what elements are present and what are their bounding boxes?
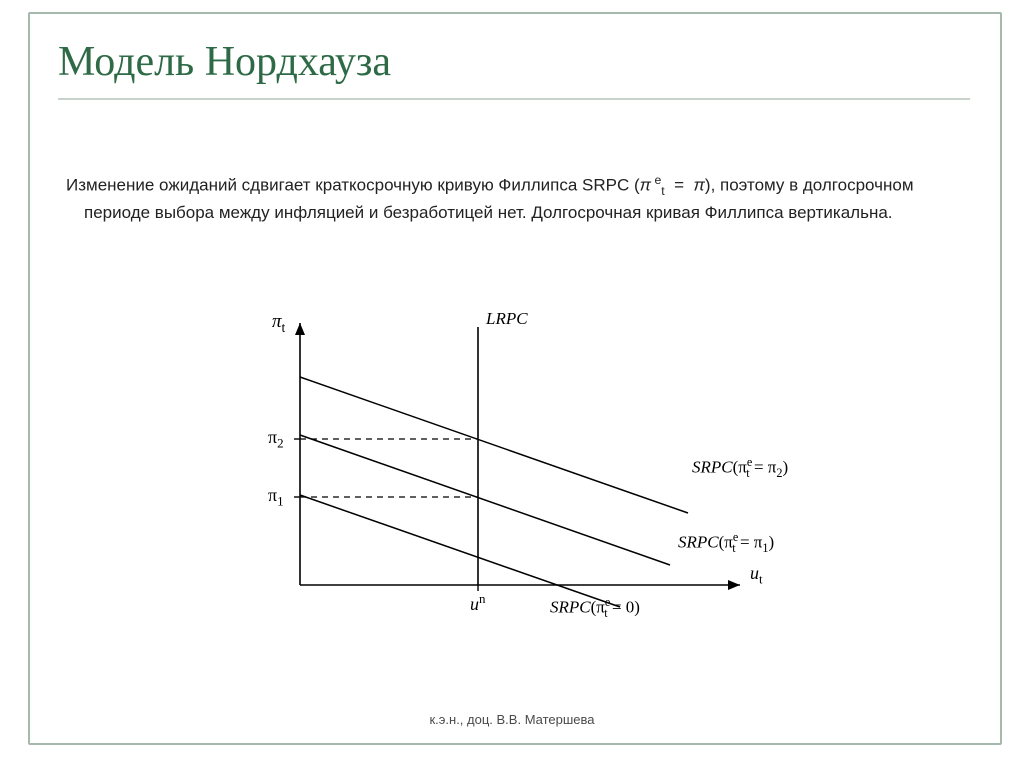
chart-label: π2 [268, 427, 284, 452]
chart-label: SRPC(πet = 0) [550, 595, 640, 621]
chart-label: SRPC(πet = π2) [692, 455, 788, 481]
phillips-curve-diagram: πt LRPC π2 π1 un ut SRPC(πet = π2) SRPC(πet = π… [230, 305, 830, 645]
chart-label: SRPC(πet = π1) [678, 530, 774, 556]
slide-title: Модель Нордхауза [58, 38, 391, 86]
body-paragraph: Изменение ожиданий сдвигает краткосрочну… [66, 172, 964, 225]
chart-label: πt [272, 311, 285, 336]
chart-label: un [470, 591, 485, 615]
chart-label: LRPC [486, 309, 528, 329]
chart-label: ut [750, 563, 763, 588]
title-underline [58, 98, 970, 100]
slide-footer: к.э.н., доц. В.В. Матершева [0, 712, 1024, 727]
chart-label: π1 [268, 485, 284, 510]
